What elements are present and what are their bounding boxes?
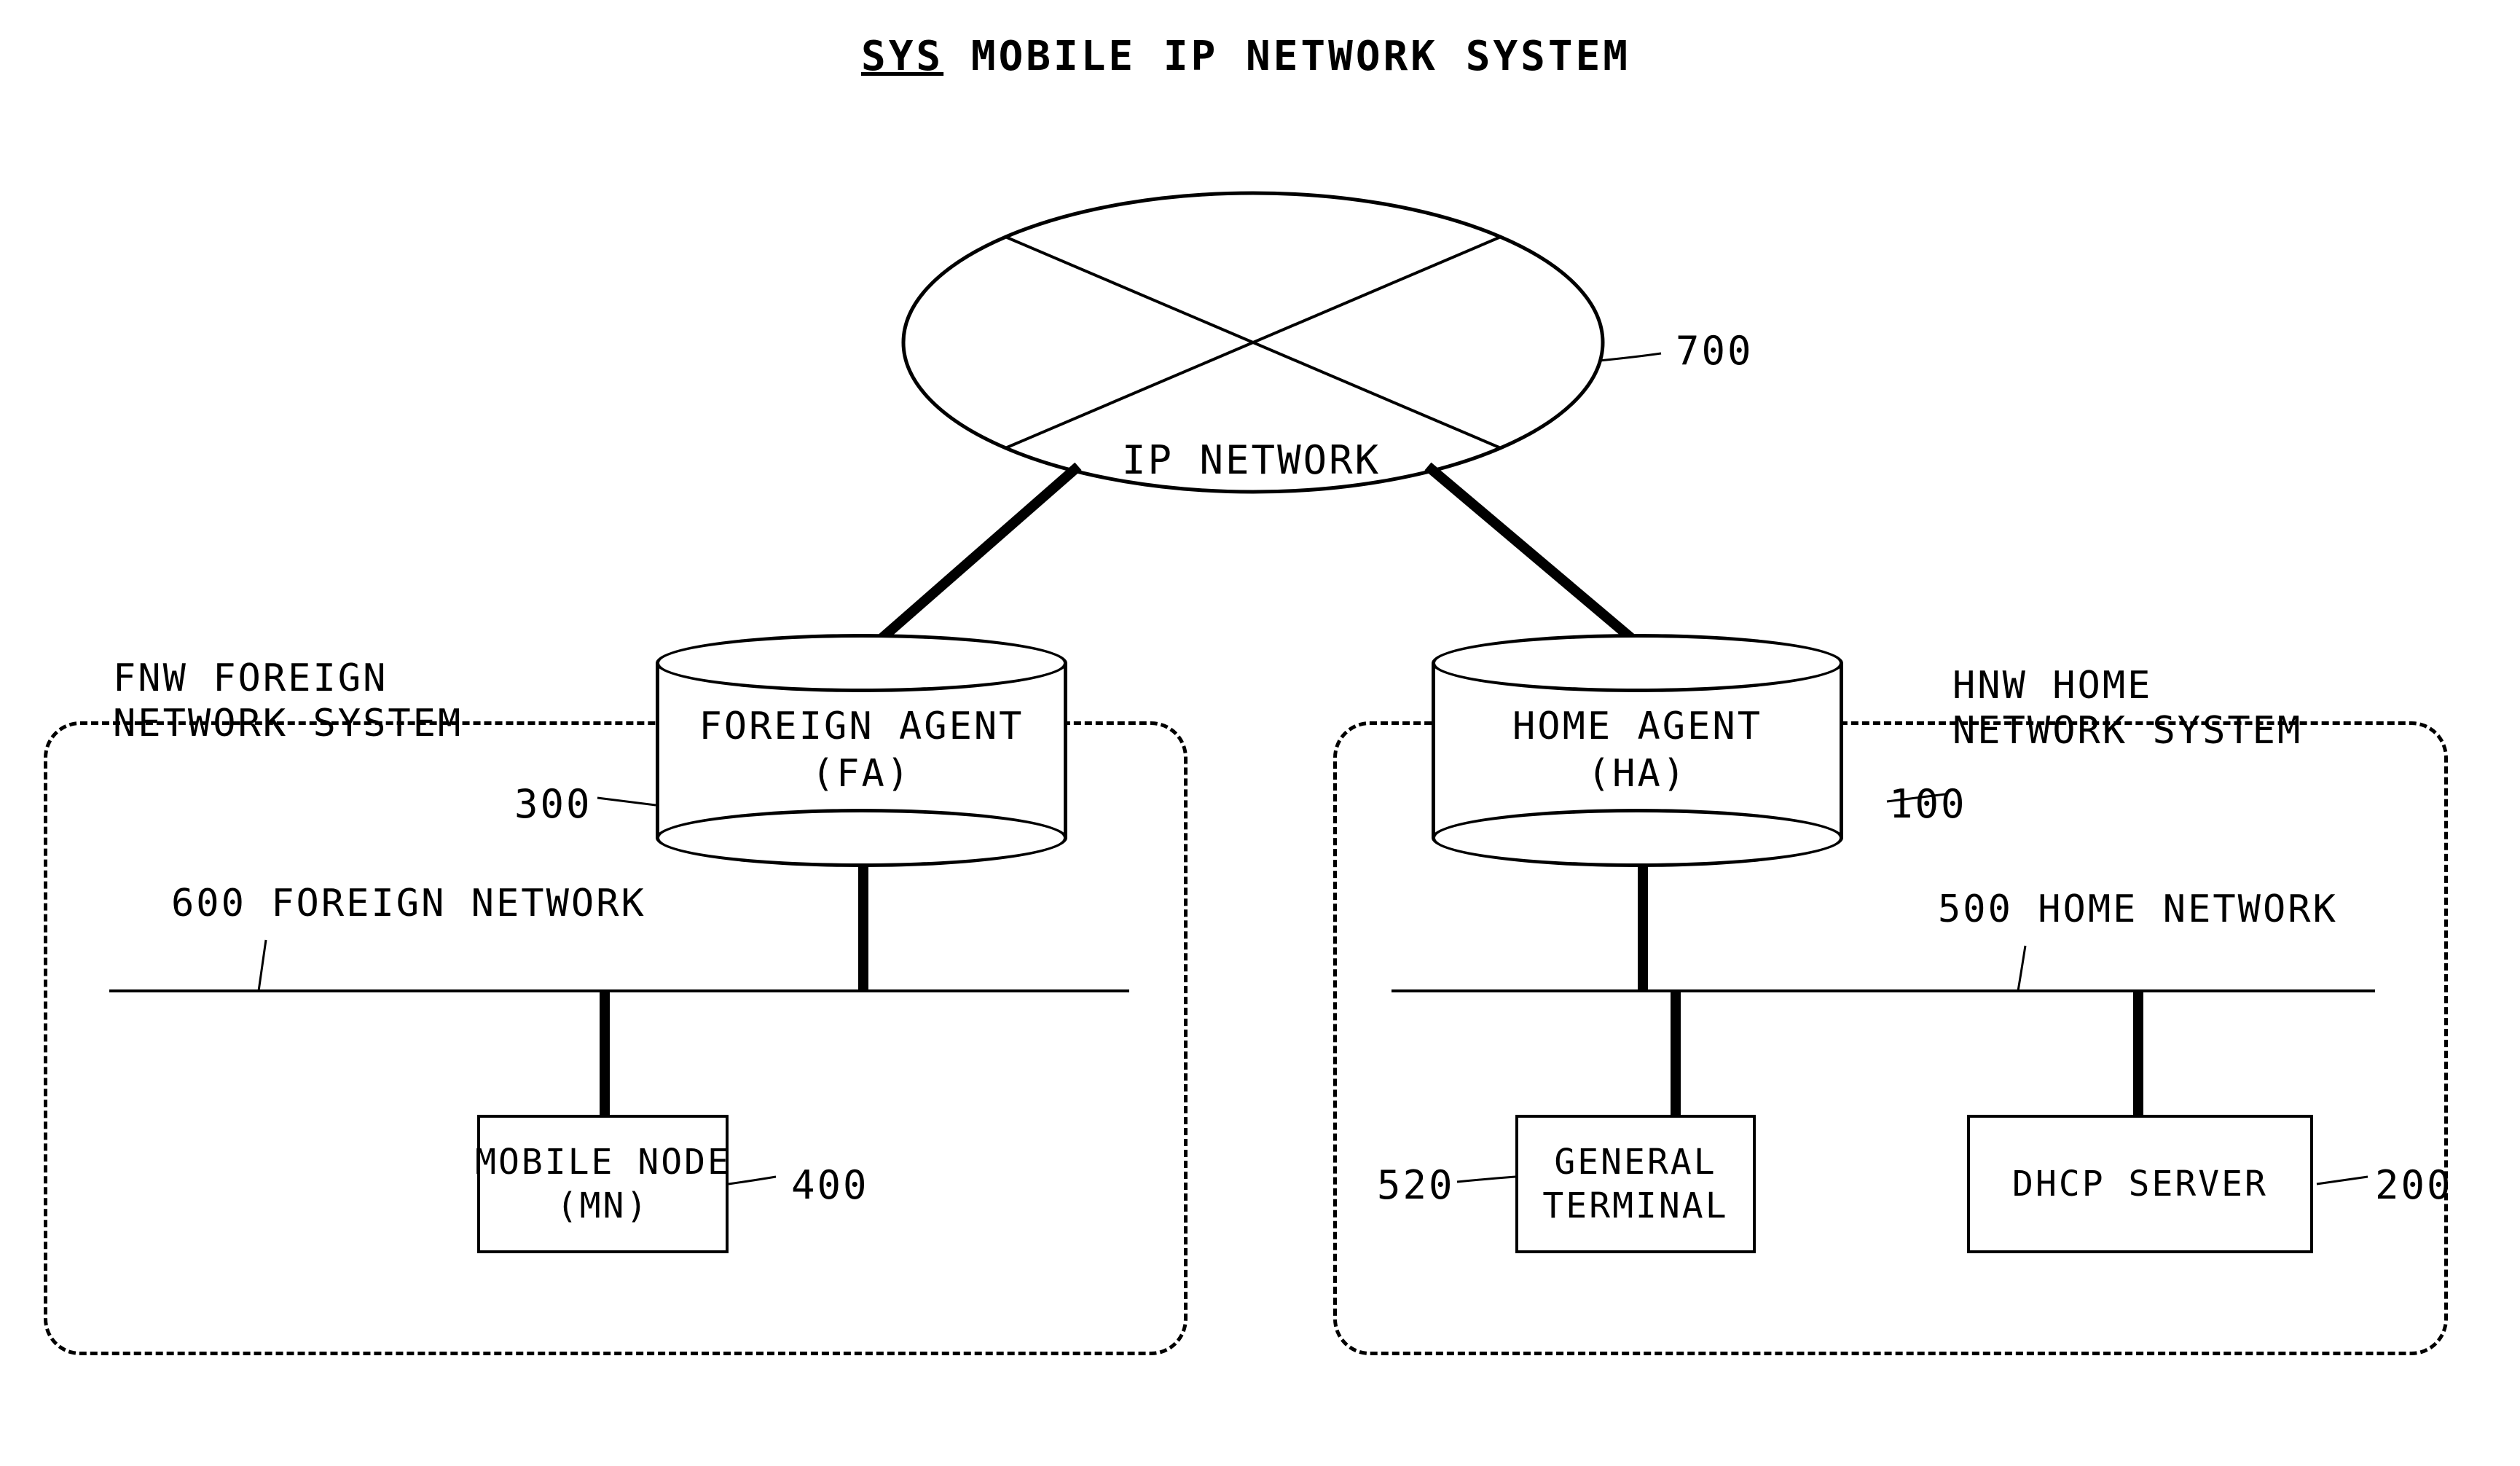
dhcp-text: DHCP SERVER [2012,1164,2268,1204]
foreign-agent-cylinder: FOREIGN AGENT (FA) [656,634,1067,867]
ha-text: HOME AGENT (HA) [1512,703,1762,798]
mobile-node-box: MOBILE NODE (MN) [477,1115,729,1253]
ha-ref: 100 [1889,781,1967,827]
dhcp-ref: 200 [2375,1162,2453,1208]
diagram-root: SYS MOBILE IP NETWORK SYSTEM [0,0,2520,1466]
fa-text: FOREIGN AGENT (FA) [699,703,1024,798]
foreign-net-label: 600 FOREIGN NETWORK [171,882,646,925]
fa-ref: 300 [514,781,592,827]
home-net-label: 500 HOME NETWORK [1938,887,2338,931]
hnw-label: HNW HOME NETWORK SYSTEM [1952,663,2302,754]
home-agent-cylinder: HOME AGENT (HA) [1432,634,1843,867]
gt-text: GENERAL TERMINAL [1542,1140,1728,1228]
mn-text: MOBILE NODE (MN) [475,1140,731,1228]
general-terminal-box: GENERAL TERMINAL [1515,1115,1756,1253]
mn-ref: 400 [791,1162,869,1208]
dhcp-server-box: DHCP SERVER [1967,1115,2313,1253]
ip-network-ref: 700 [1676,328,1754,374]
fnw-label: FNW FOREIGN NETWORK SYSTEM [113,656,463,747]
ip-network-label: IP NETWORK [1122,437,1381,483]
gt-ref: 520 [1377,1162,1455,1208]
